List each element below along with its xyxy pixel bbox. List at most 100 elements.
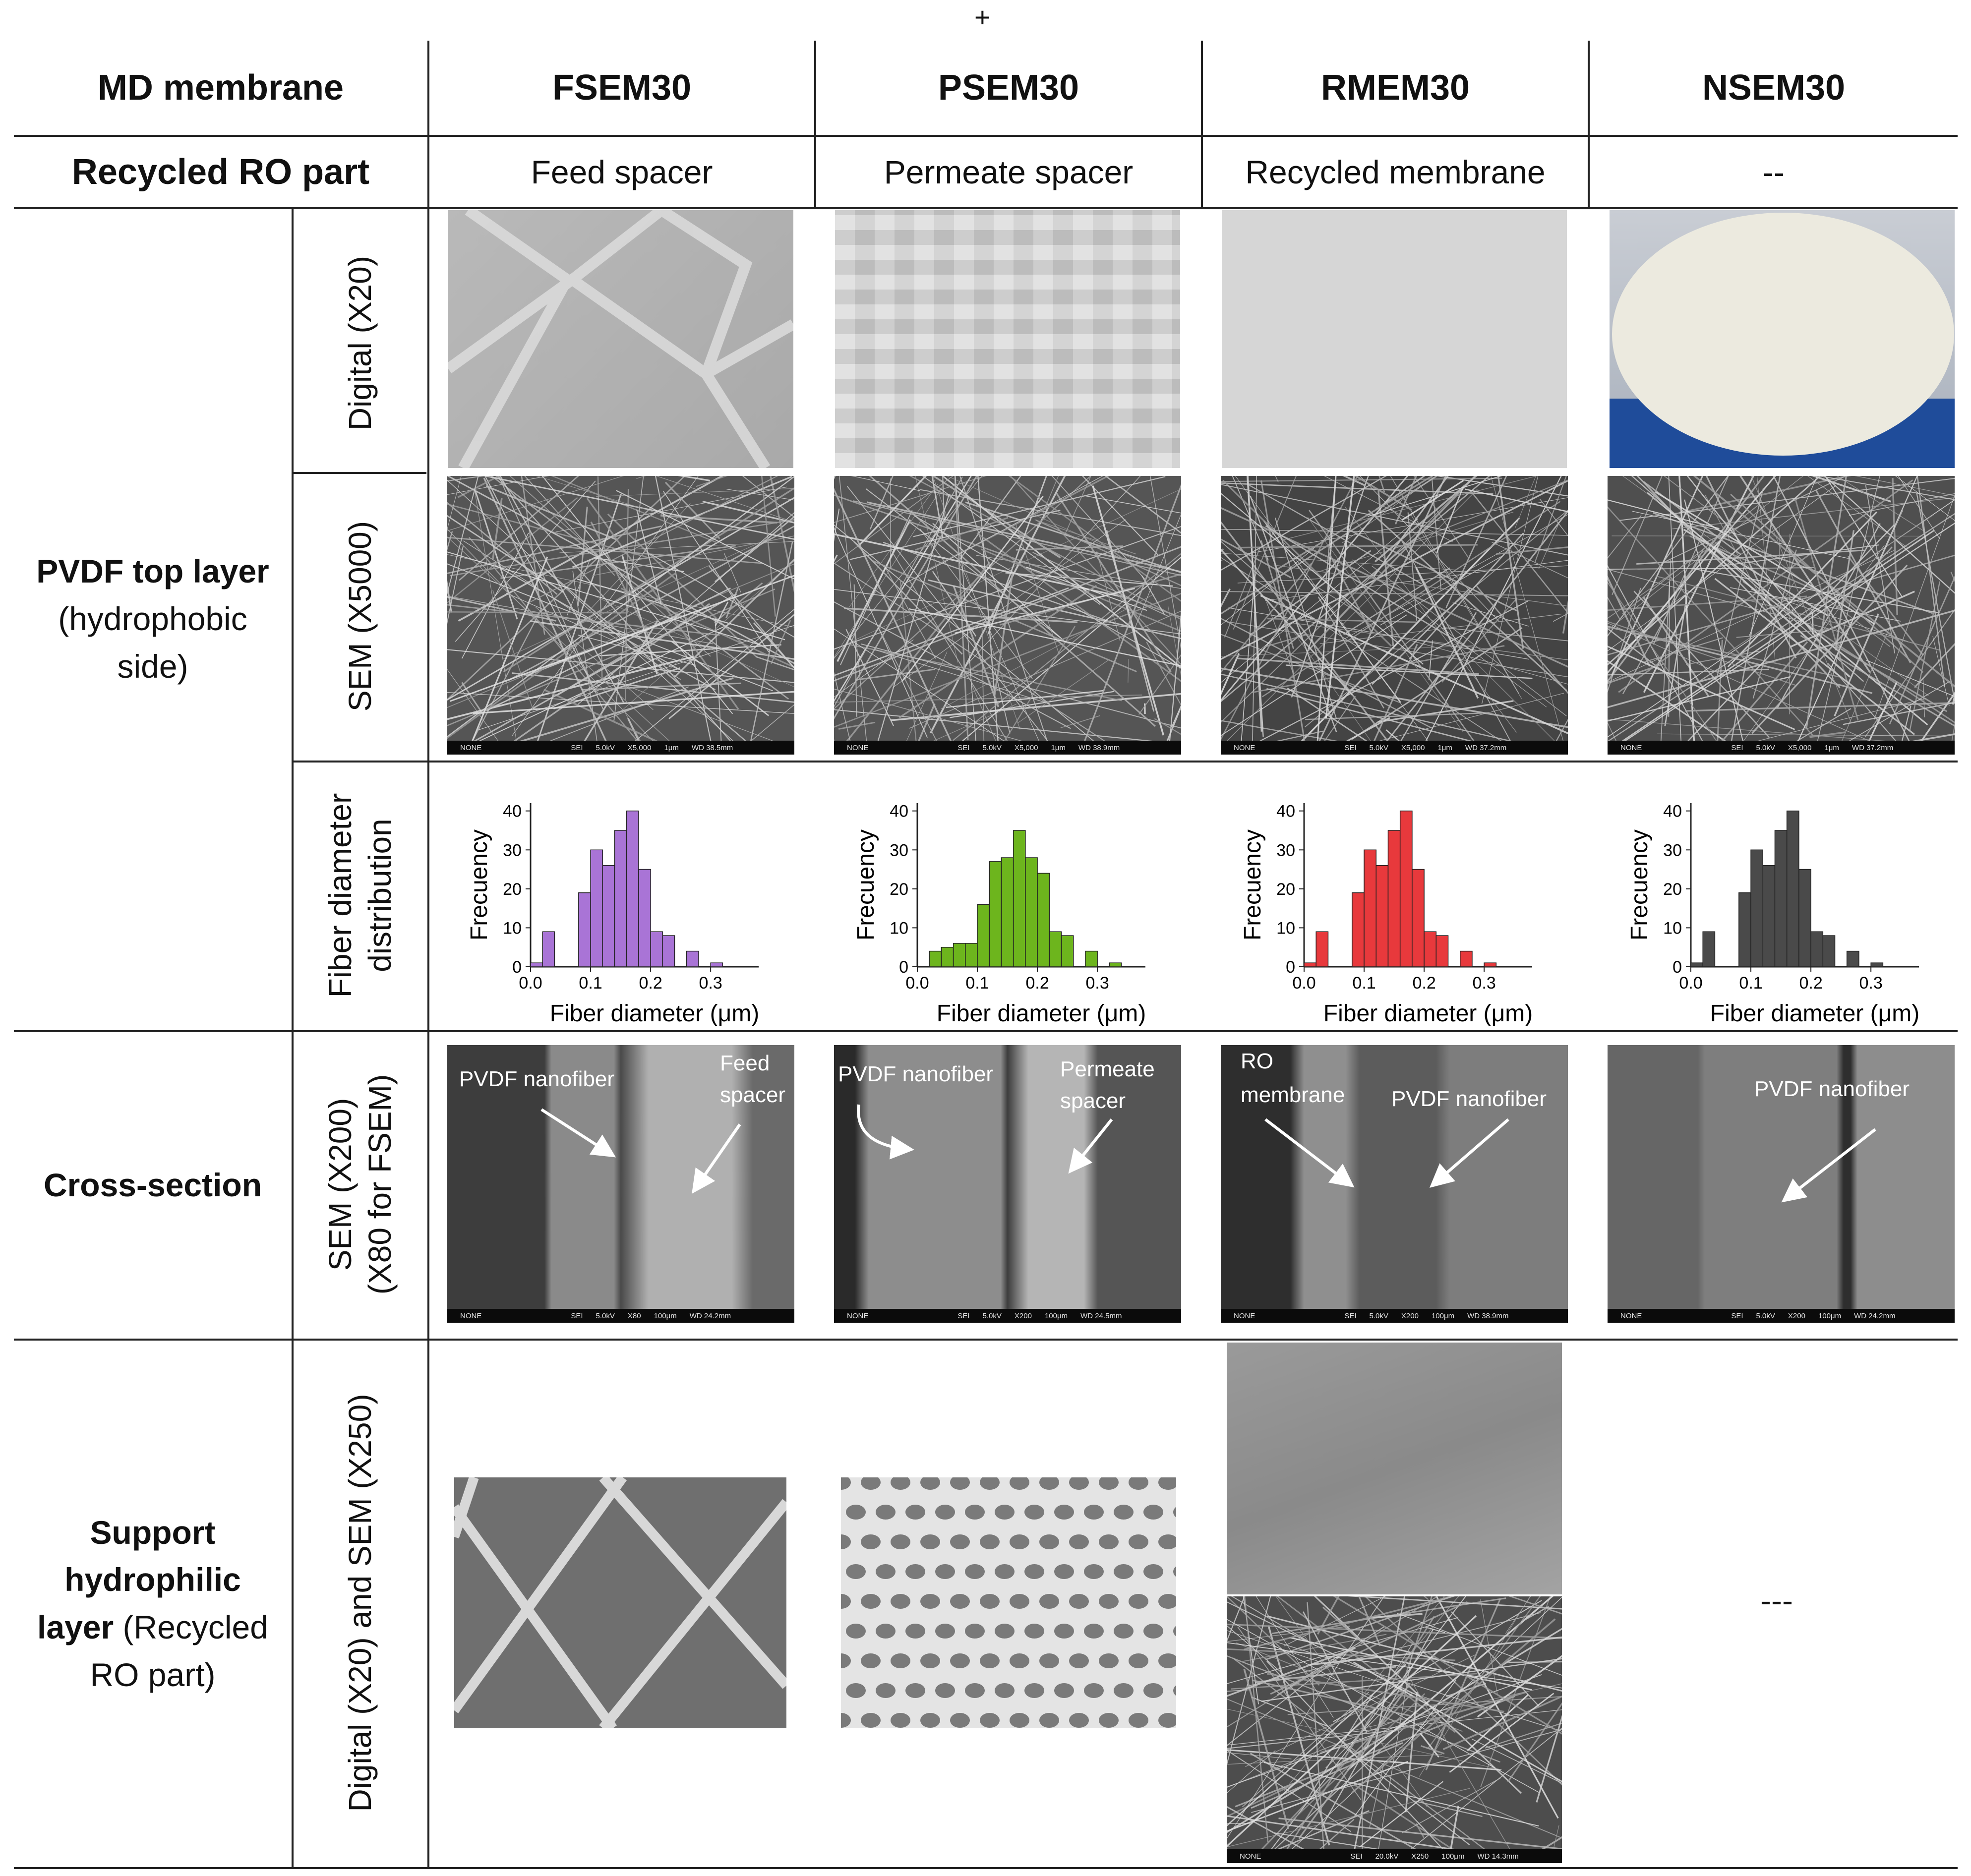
annotation-ro: RO — [1241, 1049, 1273, 1073]
histogram-bar — [1798, 869, 1811, 967]
rule — [293, 472, 426, 474]
y-tick-label: 10 — [1663, 919, 1682, 938]
y-tick-label: 40 — [1276, 802, 1295, 821]
x-tick-label: 0.2 — [1412, 974, 1435, 993]
annotation-feed: Feed — [720, 1051, 770, 1075]
fiber-line1: Fiber diameter — [322, 793, 358, 998]
histogram-psem30: 0 10 20 30 40 0.0 0.1 0.2 0.3 Fiber diameter (μm)… — [853, 802, 1146, 1026]
histogram-bar — [1037, 873, 1050, 967]
histogram-bar — [1049, 931, 1062, 967]
x-tick-label: 0.0 — [519, 974, 542, 993]
sem-info-bar: NONE SEI 5.0kV X5,000 1μm WD 37.2mm — [1608, 741, 1955, 755]
y-tick-label: 30 — [890, 841, 908, 860]
support-t3: layer — [37, 1609, 114, 1645]
arrow-icon — [1781, 1128, 1876, 1203]
histogram-bar — [1061, 935, 1074, 967]
support-t3b: (Recycled — [114, 1609, 268, 1645]
histogram-bar — [614, 830, 627, 967]
digital-image-fsem — [448, 210, 793, 468]
rule — [14, 1030, 1958, 1032]
histogram-bar — [1412, 869, 1425, 967]
histogram-bar — [1315, 931, 1329, 967]
histogram-fsem30: 0 10 20 30 40 0.0 0.1 0.2 0.3 Fiber diameter (μm)… — [466, 802, 759, 1026]
histogram-bar — [1025, 857, 1038, 967]
histogram-bar — [1762, 865, 1776, 967]
fiber-network-image — [1221, 476, 1568, 755]
x-tick-label: 0.1 — [1352, 974, 1375, 993]
histogram-bar — [1085, 950, 1098, 967]
rule — [427, 41, 429, 1868]
y-axis-label: Frecuency — [1626, 829, 1653, 940]
histogram-bar — [650, 931, 663, 967]
histogram-bar — [1109, 962, 1122, 967]
sublabel-digital: Digital (X20) — [342, 255, 378, 431]
histogram-bar — [1459, 950, 1473, 967]
sem-info-bar: NONE SEI 5.0kV X5,000 1μm WD 38.5mm — [447, 741, 794, 755]
histogram-bar — [590, 849, 603, 967]
histogram-bar — [710, 962, 723, 967]
fiber-sheet-image — [1227, 1596, 1562, 1863]
digital-image-nsem — [1610, 210, 1955, 468]
histogram-bar — [626, 810, 639, 967]
histogram-bar — [1484, 962, 1497, 967]
fiber-network-image — [1608, 476, 1955, 755]
rule — [14, 1867, 1958, 1869]
histogram-bar — [578, 892, 591, 967]
arrow-icon — [1264, 1118, 1509, 1188]
annotation-pvdf-nanofiber: PVDF nanofiber — [1754, 1077, 1910, 1101]
sem-info-bar: NONE SEI 5.0kV X200 100μm WD 38.9mm — [1221, 1309, 1568, 1323]
sublabel-sem: SEM (X5000) — [342, 521, 378, 712]
cs-line2: (X80 for FSEM) — [362, 1074, 398, 1295]
x-tick-label: 0.3 — [1086, 974, 1109, 993]
support-nsem-empty: --- — [1760, 1582, 1793, 1619]
feed-spacer-mesh-image — [448, 210, 793, 468]
header-col-nsem30: NSEM30 — [1702, 68, 1846, 108]
histogram-bar — [1013, 830, 1026, 967]
annotation-pvdf-nanofiber: PVDF nanofiber — [1391, 1087, 1547, 1111]
recycled-ro-label: Recycled RO part — [71, 152, 370, 192]
arrow-icon — [540, 1108, 741, 1194]
cross-title: Cross-section — [43, 1167, 262, 1204]
recycled-ro-fsem: Feed spacer — [531, 154, 713, 190]
histogram-bar — [1750, 849, 1764, 967]
x-tick-label: 0.3 — [699, 974, 722, 993]
top-plus-mark: + — [974, 1, 991, 33]
histogram-bar — [1375, 865, 1389, 967]
histogram-bar — [989, 861, 1002, 967]
digital-image-psem — [835, 210, 1180, 468]
annotation-spacer: spacer — [720, 1083, 786, 1107]
histogram-bar — [965, 943, 978, 967]
fiber-network-image — [834, 476, 1181, 755]
histogram-bar — [953, 943, 966, 967]
header-col-psem30: PSEM30 — [938, 68, 1079, 108]
histogram-bar — [1364, 849, 1377, 967]
rule — [14, 207, 1958, 209]
rule — [293, 761, 1958, 762]
x-tick-label: 0.2 — [1799, 974, 1822, 993]
support-image-rmem-digital — [1227, 1343, 1562, 1594]
histogram-bar — [1352, 892, 1365, 967]
histogram-bar — [602, 865, 615, 967]
histogram-rmem30: 0 10 20 30 40 0.0 0.1 0.2 0.3 Fiber diameter (μm)… — [1240, 802, 1533, 1026]
rule — [14, 135, 1958, 137]
support-t2: hydrophilic — [64, 1561, 241, 1598]
y-axis-label: Frecuency — [1240, 829, 1266, 940]
permeate-spacer-mesh-image — [841, 1477, 1176, 1728]
sem-image-rmem: NONE SEI 5.0kV X5,000 1μm WD 37.2mm — [1221, 476, 1568, 755]
x-tick-label: 0.2 — [1025, 974, 1049, 993]
histogram-bar — [1702, 931, 1716, 967]
annotation-spacer: spacer — [1060, 1089, 1126, 1113]
arrow-icon — [857, 1104, 1113, 1174]
y-tick-label: 0 — [512, 958, 522, 977]
histogram-bar — [1846, 950, 1859, 967]
support-image-fsem — [454, 1477, 786, 1728]
annotation-pvdf-nanofiber: PVDF nanofiber — [838, 1062, 994, 1086]
histogram-bar — [1690, 962, 1703, 967]
fiber-line2: distribution — [362, 819, 398, 972]
sem-image-psem: NONE SEI 5.0kV X5,000 1μm WD 38.9mm — [834, 476, 1181, 755]
histogram-bar — [1870, 962, 1884, 967]
x-axis-label: Fiber diameter (μm) — [550, 1000, 759, 1026]
histogram-bar — [1810, 931, 1824, 967]
x-tick-label: 0.1 — [579, 974, 602, 993]
histogram-bar — [1424, 931, 1437, 967]
